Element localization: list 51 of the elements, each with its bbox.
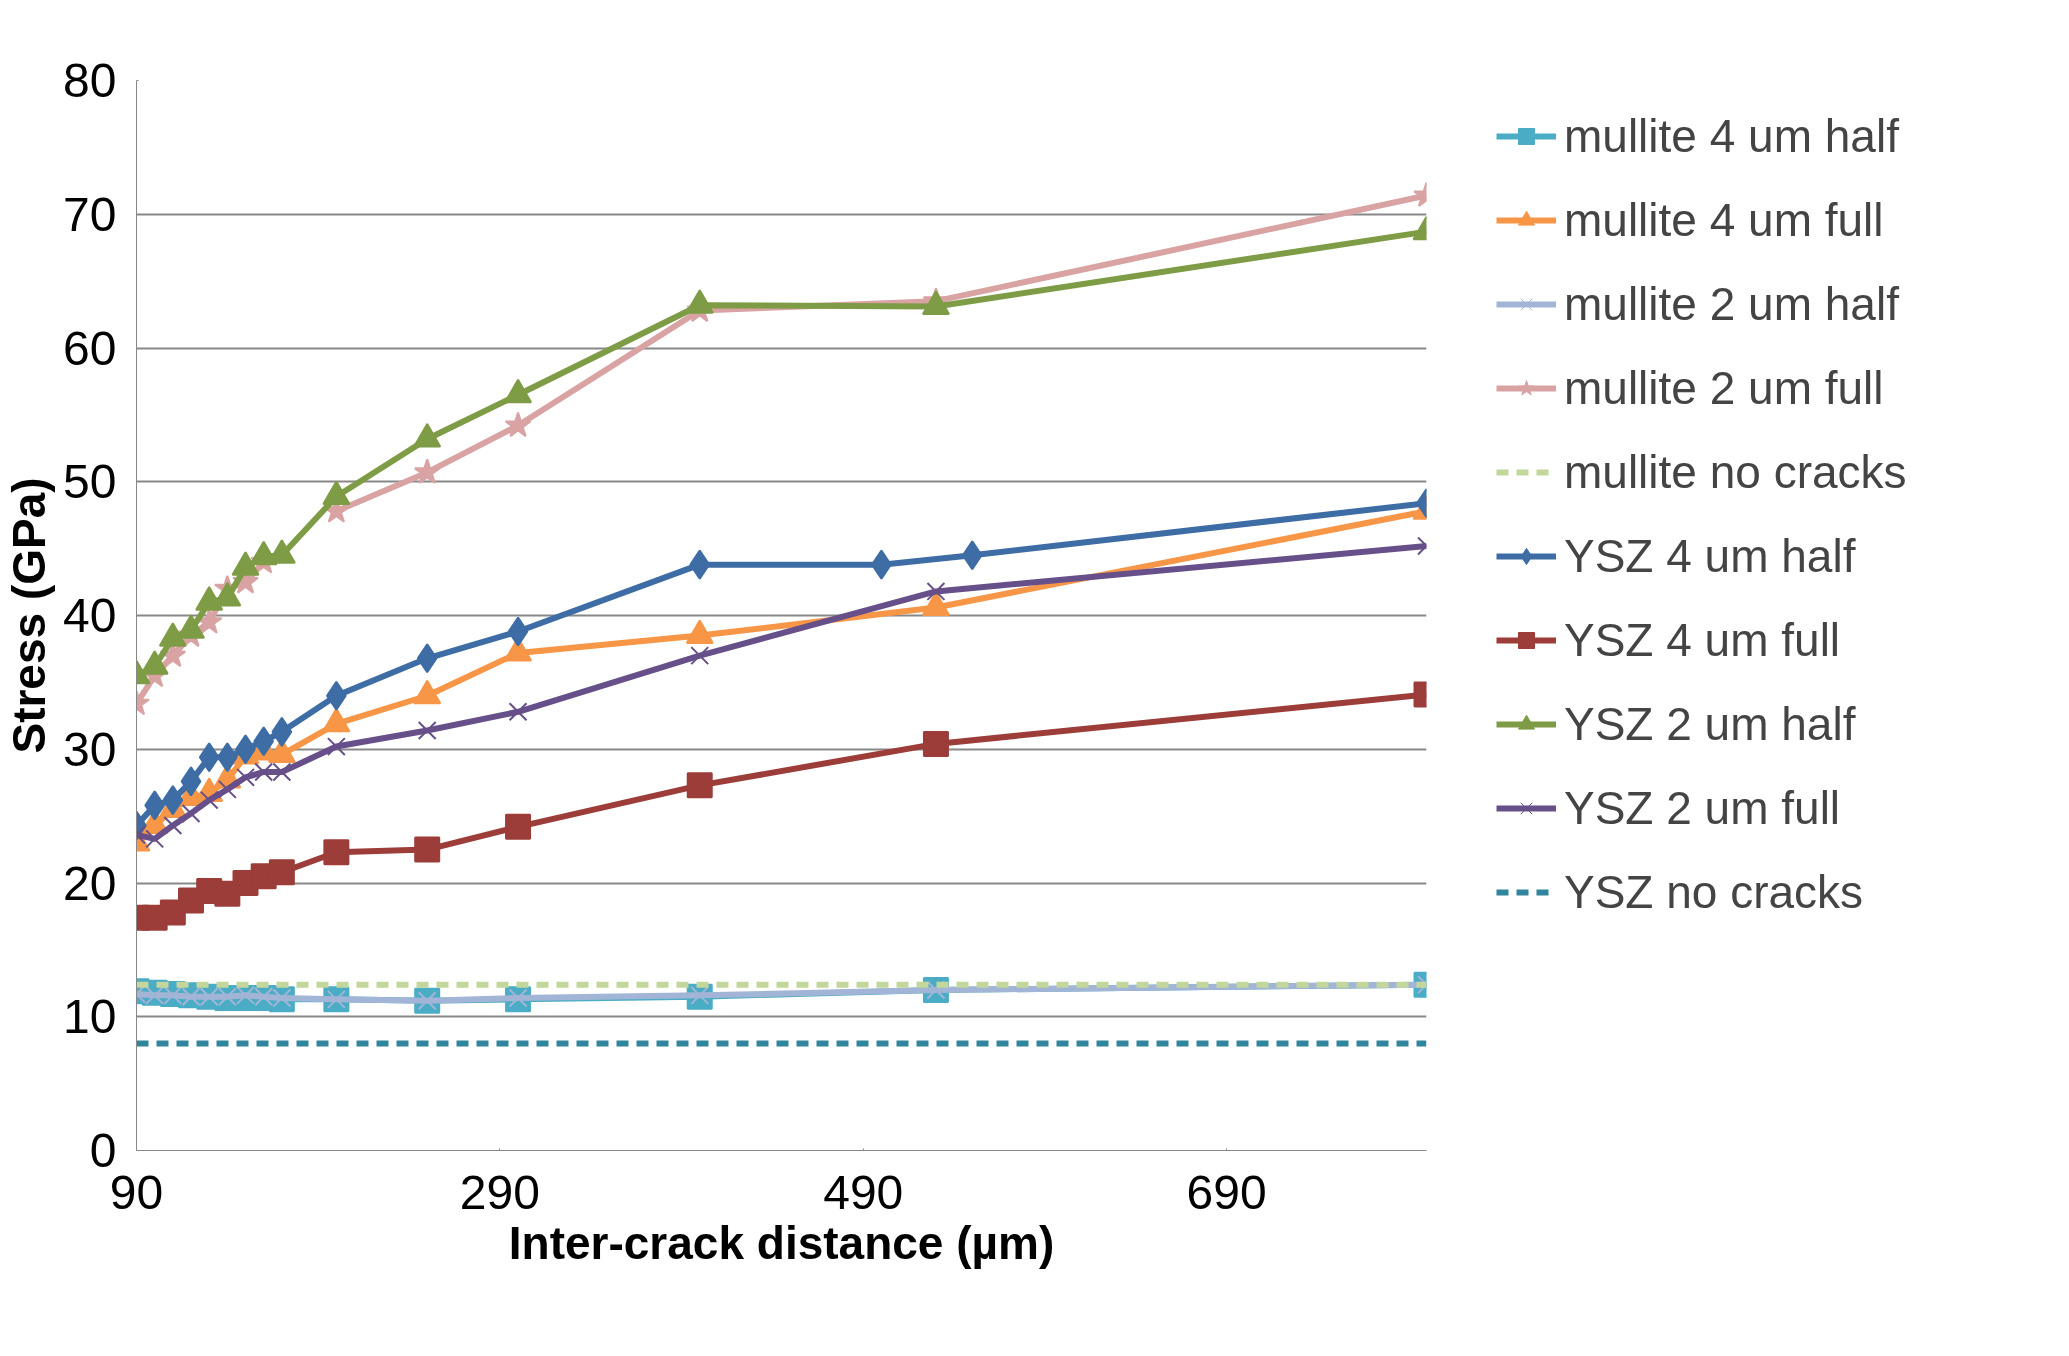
point [323, 839, 350, 866]
point [508, 702, 528, 722]
legend-label: YSZ 2 um full [1564, 781, 1841, 835]
point [690, 646, 710, 666]
y-tick-label: 60 [63, 321, 117, 375]
x-tick-label: 690 [1186, 1165, 1267, 1219]
point [926, 581, 946, 601]
point [326, 737, 346, 757]
legend-label: mullite no cracks [1564, 445, 1907, 499]
legend-label: mullite 4 um half [1564, 109, 1899, 163]
point [271, 716, 293, 747]
point [145, 829, 165, 849]
legend-label: mullite 2 um half [1564, 277, 1899, 331]
point [686, 772, 713, 799]
y-tick-label: 30 [63, 722, 117, 776]
point [689, 549, 711, 580]
point [505, 813, 532, 840]
y-tick-label: 70 [63, 187, 117, 241]
x-tick-label: 490 [823, 1165, 904, 1219]
point [413, 458, 441, 484]
point [180, 766, 202, 797]
point [236, 767, 255, 787]
y-tick-label: 20 [63, 856, 117, 910]
y-tick-label: 50 [63, 455, 117, 509]
point [507, 616, 529, 647]
point [199, 790, 219, 810]
point [417, 721, 437, 741]
point [922, 730, 949, 757]
point [181, 803, 201, 823]
x-axis-title: Inter-crack distance (µm) [508, 1216, 1055, 1269]
point [416, 643, 438, 674]
legend-label: YSZ no cracks [1564, 865, 1864, 919]
point [162, 785, 184, 816]
point [217, 779, 237, 799]
point [414, 836, 441, 863]
point [253, 726, 275, 757]
y-axis-title: Stress (GPa) [3, 477, 56, 754]
point [504, 411, 532, 438]
y-tick-label: 80 [63, 54, 117, 107]
legend-label: mullite 4 um full [1564, 193, 1884, 247]
point [163, 816, 183, 835]
point [198, 742, 220, 773]
point [268, 859, 295, 886]
legend-label: YSZ 4 um half [1564, 529, 1856, 583]
y-tick-label: 10 [63, 990, 117, 1044]
point [961, 540, 983, 571]
legend-label: mullite 2 um full [1564, 361, 1884, 415]
legend-label: YSZ 2 um half [1564, 697, 1856, 751]
legend-label: YSZ 4 um full [1564, 613, 1841, 667]
x-tick-label: 290 [459, 1165, 540, 1219]
y-tick-label: 40 [63, 589, 117, 642]
